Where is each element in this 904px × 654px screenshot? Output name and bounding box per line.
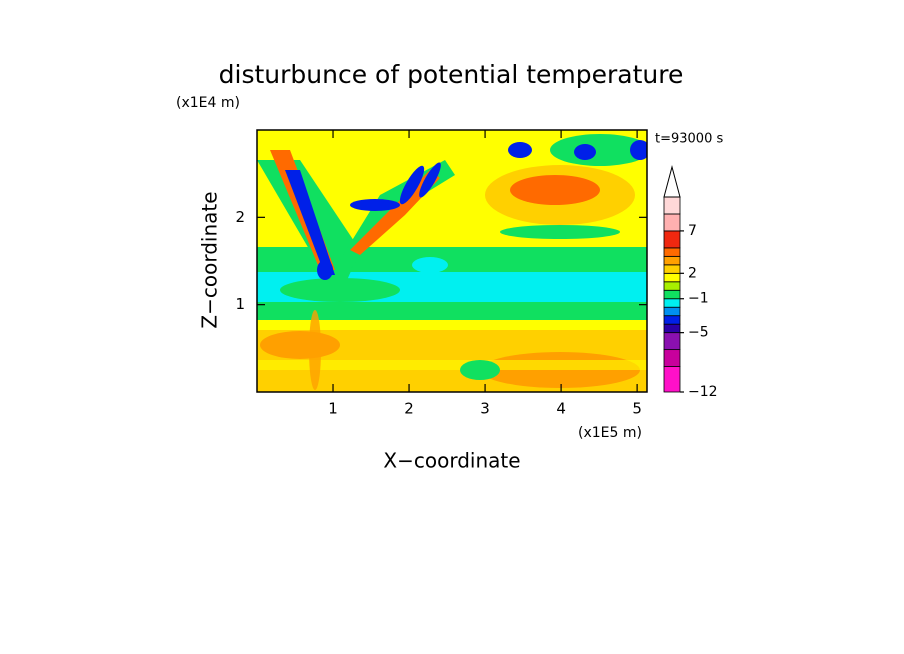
colorbar-swatch bbox=[663, 298, 681, 308]
colorbar-swatch bbox=[663, 264, 681, 274]
colorbar-tick-label: 2 bbox=[688, 265, 697, 281]
colorbar-tick-label: −12 bbox=[688, 384, 718, 400]
colorbar-swatch bbox=[663, 272, 681, 283]
colorbar-swatch bbox=[663, 196, 681, 215]
chart-title: disturbunce of potential temperature bbox=[219, 60, 684, 89]
colorbar-swatch bbox=[663, 289, 681, 300]
colorbar-swatch bbox=[663, 247, 681, 257]
contour-field bbox=[257, 130, 647, 392]
plot-frame bbox=[256, 129, 648, 393]
colorbar-swatch bbox=[663, 255, 681, 266]
colorbar-swatch bbox=[663, 213, 681, 232]
colorbar-tick-label: −1 bbox=[688, 291, 709, 307]
colorbar-tick-label: 7 bbox=[688, 223, 697, 239]
y-tick-label: 1 bbox=[235, 295, 245, 313]
colorbar-extension bbox=[663, 165, 681, 198]
x-unit-label: (x1E5 m) bbox=[578, 425, 642, 441]
x-tick-label: 5 bbox=[632, 400, 642, 418]
colorbar-swatch bbox=[663, 366, 681, 393]
time-annotation: t=93000 s bbox=[655, 132, 723, 147]
y-tick-label: 2 bbox=[235, 208, 245, 226]
y-axis-label: Z−coordinate bbox=[198, 191, 222, 328]
colorbar-swatch bbox=[663, 332, 681, 351]
x-tick-label: 2 bbox=[404, 400, 414, 418]
colorbar-swatch bbox=[663, 230, 681, 249]
y-unit-label: (x1E4 m) bbox=[176, 95, 240, 111]
colorbar-swatch bbox=[663, 315, 681, 325]
x-tick-label: 3 bbox=[480, 400, 490, 418]
x-tick-label: 4 bbox=[556, 400, 566, 418]
colorbar-swatch bbox=[663, 323, 681, 334]
colorbar-swatch bbox=[663, 281, 681, 291]
colorbar-swatch bbox=[663, 349, 681, 367]
colorbar-tick-label: −5 bbox=[688, 325, 709, 341]
x-axis-label: X−coordinate bbox=[383, 449, 520, 473]
colorbar-swatch bbox=[663, 306, 681, 317]
x-tick-label: 1 bbox=[328, 400, 338, 418]
